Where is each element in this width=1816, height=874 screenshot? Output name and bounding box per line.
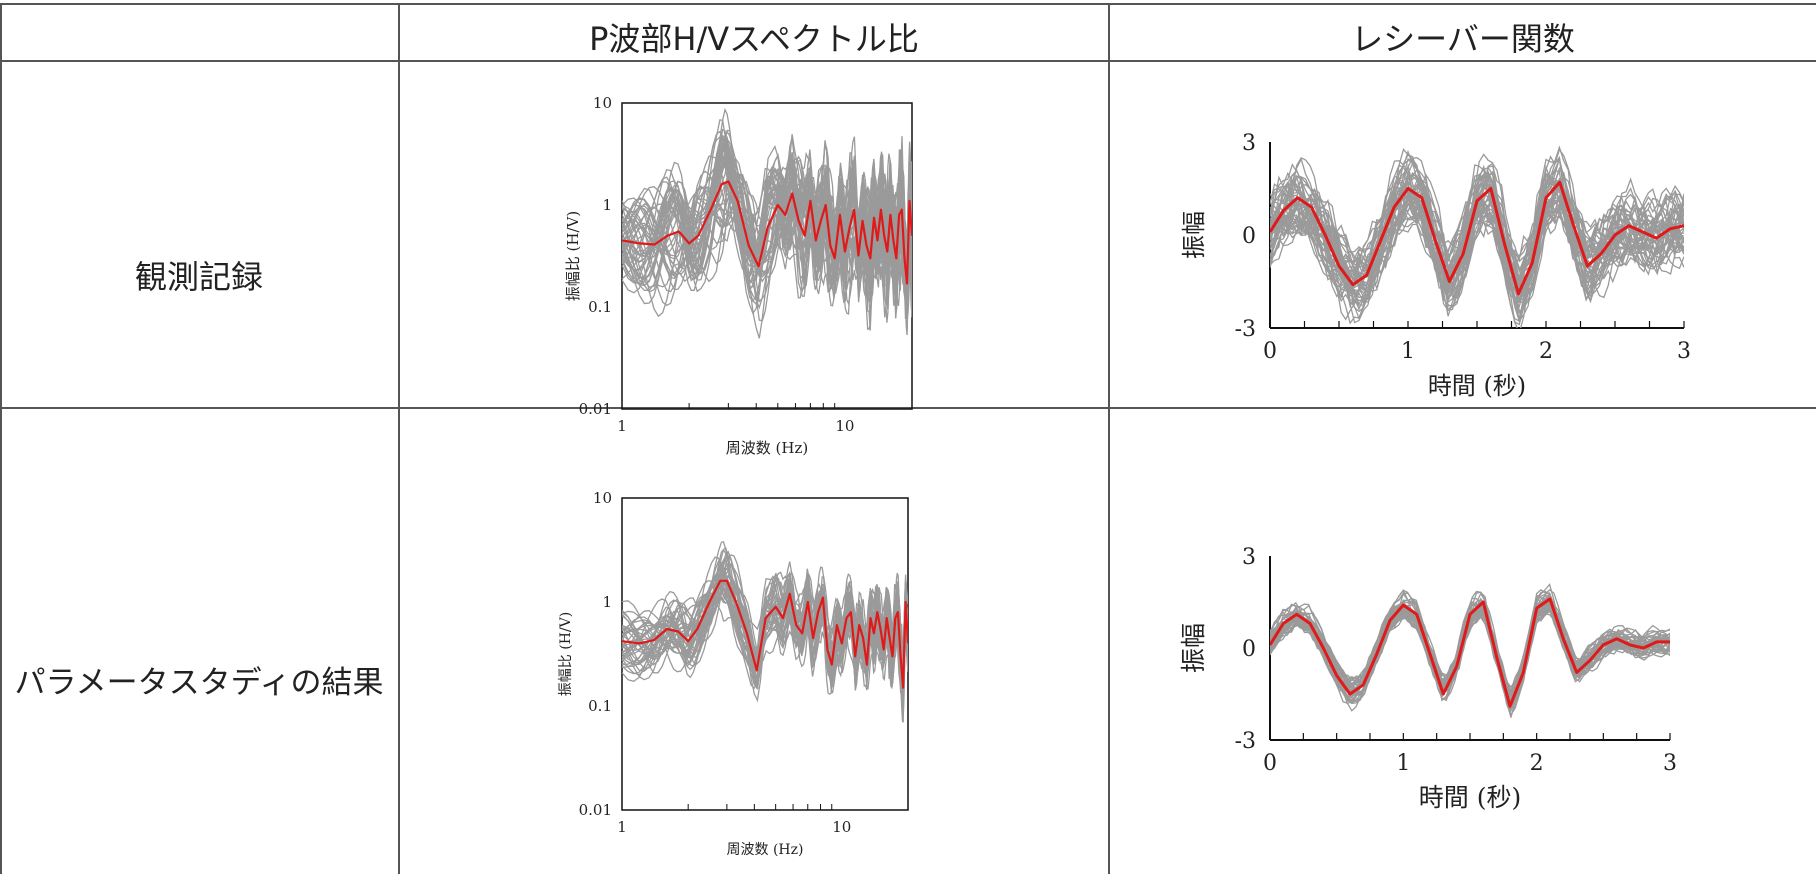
x-axis-label: 時間 (秒) [1419, 783, 1521, 812]
row-label-parameter-study: パラメータスタディの結果 [14, 665, 384, 701]
table-border-top [0, 3, 1816, 5]
x-tick-label: 3 [1677, 339, 1691, 364]
y-tick-label: 10 [593, 95, 612, 112]
gray-trace-group [1270, 583, 1670, 718]
x-tick-label: 2 [1539, 339, 1553, 364]
x-tick-label: 2 [1530, 751, 1544, 776]
gray-trace [1270, 149, 1684, 304]
y-tick-label: 0 [1242, 637, 1256, 662]
rf-chart-observed: -3 0 3 0 1 2 3 時間 (秒) 振幅 [1180, 131, 1691, 400]
header-hv-spectral-ratio: P波部H/Vスペクトル比 [589, 20, 919, 58]
y-tick-label: 1 [602, 593, 612, 611]
y-axis-label: 振幅比 (H/V) [558, 612, 574, 696]
gray-trace-group [622, 107, 912, 339]
table-border-left [0, 3, 2, 874]
table-border-header [0, 60, 1816, 62]
gray-trace-group [1270, 145, 1684, 328]
header-receiver-function: レシーバー関数 [1351, 20, 1575, 58]
x-tick-label: 3 [1663, 751, 1677, 776]
hv-chart-parameter: 0.01 0.1 1 10 1 10 周波数 (Hz) 振幅比 (H/V) [558, 489, 909, 858]
red-trace [1270, 180, 1684, 296]
x-tick-label: 1 [1396, 751, 1410, 776]
x-tick-label: 0 [1263, 339, 1277, 364]
x-tick-label: 10 [832, 818, 851, 836]
y-tick-label: 3 [1242, 131, 1256, 156]
x-tick-label: 1 [617, 417, 627, 435]
y-axis-label: 振幅 [1180, 623, 1208, 673]
y-tick-label: 0.01 [579, 801, 612, 819]
y-tick-label: 3 [1242, 545, 1256, 570]
gray-trace [622, 159, 912, 339]
x-tick-label: 1 [617, 818, 627, 836]
hv-chart-observed: 0.01 0.1 1 10 1 10 周波数 (Hz) 振幅比 (H/V) [564, 95, 913, 457]
red-trace [622, 579, 908, 689]
gray-trace [1270, 183, 1684, 296]
red-trace [1270, 597, 1670, 708]
y-tick-label: -3 [1235, 317, 1256, 342]
x-axis-label: 時間 (秒) [1428, 372, 1526, 400]
table-border-col1 [398, 3, 400, 874]
y-tick-label: 0.1 [588, 298, 612, 316]
y-tick-label: -3 [1235, 729, 1256, 754]
y-tick-label: 1 [602, 196, 612, 214]
x-tick-label: 1 [1401, 339, 1415, 364]
red-trace [622, 180, 912, 285]
y-tick-label: 0.1 [588, 697, 612, 715]
gray-trace [1270, 591, 1670, 704]
gray-trace [622, 157, 912, 297]
y-tick-label: 10 [593, 489, 612, 507]
rf-chart-parameter: -3 0 3 0 1 2 3 時間 (秒) 振幅 [1180, 545, 1677, 812]
x-axis-label: 周波数 (Hz) [727, 842, 804, 858]
gray-trace [622, 575, 908, 681]
y-tick-label: 0.01 [579, 400, 612, 418]
x-tick-label: 0 [1263, 751, 1277, 776]
table-border-col2 [1108, 3, 1110, 874]
y-tick-label: 0 [1242, 224, 1256, 249]
gray-trace [1270, 185, 1684, 312]
x-tick-label: 10 [835, 417, 854, 435]
y-axis-label: 振幅比 (H/V) [564, 211, 582, 301]
gray-trace [622, 130, 912, 304]
table-border-row1 [0, 407, 1816, 409]
row-label-observed: 観測記録 [134, 258, 263, 296]
y-axis-label: 振幅 [1180, 211, 1208, 259]
x-axis-label: 周波数 (Hz) [726, 439, 808, 457]
gray-trace [1270, 179, 1684, 324]
